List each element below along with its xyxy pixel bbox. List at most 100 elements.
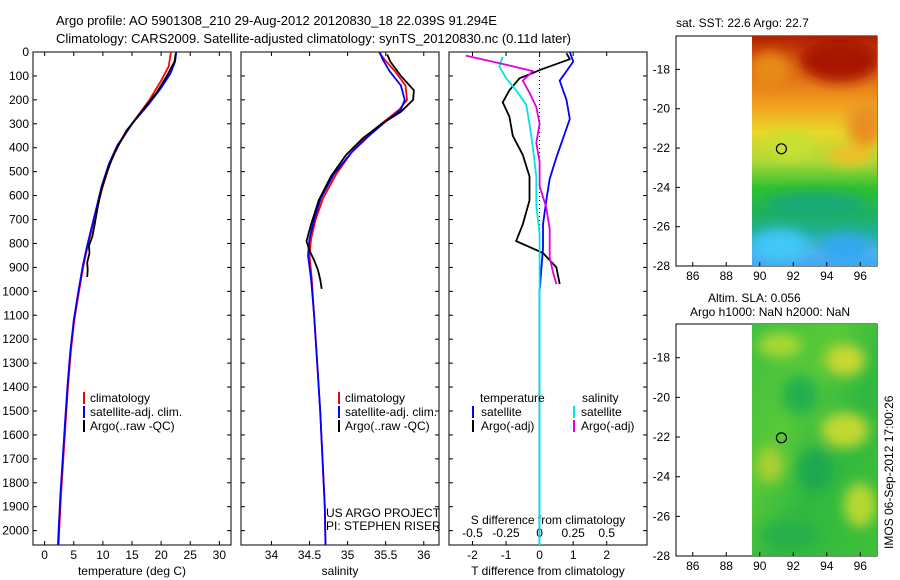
y-tick-label: 100	[9, 69, 29, 83]
sst-map-panel: sat. SST: 22.6 Argo: 22.7 86 88 90 92 94 96 -1…	[653, 16, 878, 283]
y-tick-label: 1500	[2, 404, 29, 418]
difference-axes-frame	[448, 51, 648, 546]
y-tick-label: -18	[653, 62, 671, 76]
x-top-tick-label: 0.5	[598, 526, 615, 540]
legend-argo-label: Argo(..raw -QC)	[345, 419, 430, 433]
x-tick-label: 92	[787, 269, 801, 283]
x-tick-label: 90	[753, 269, 767, 283]
x-top-tick-label: 0.25	[561, 526, 585, 540]
y-tick-label: -22	[653, 430, 671, 444]
y-tick-label: -26	[653, 220, 671, 234]
x-tick-label: 94	[820, 559, 834, 573]
x-tick-label: 88	[720, 559, 734, 573]
salinity-profile-panel: 34 34.5 35 35.5 36 salinity	[240, 51, 440, 578]
y-tick-label: 400	[9, 141, 29, 155]
temperature-profile-panel: 0 5 10 15 20 25 300100200300400500600700800900…	[2, 45, 232, 578]
x-tick-label: 10	[96, 548, 110, 562]
y-tick-label: 1100	[3, 308, 29, 322]
legend-climatology-label: climatology	[90, 391, 150, 405]
y-tick-label: -26	[653, 509, 671, 523]
series-line	[538, 51, 575, 545]
y-tick-label: 700	[9, 213, 29, 227]
x-tick-label: 90	[753, 559, 767, 573]
y-tick-label: 1400	[2, 380, 29, 394]
x-tick-label: 20	[154, 548, 168, 562]
series-line	[57, 51, 172, 546]
difference-legend: temperature salinity satellite Argo(-adj…	[472, 391, 634, 433]
y-tick-label: 800	[9, 236, 29, 250]
legend-temperature-title: temperature	[480, 391, 545, 405]
y-tick-label: 900	[9, 260, 29, 274]
project-name: US ARGO PROJECT	[326, 506, 441, 520]
series-line	[57, 51, 178, 546]
difference-profile-panel: -2 -1 0 1 2 T difference from climatology S di…	[448, 51, 648, 578]
sla-map-panel: Altim. SLA: 0.056 Argo h1000: NaN h2000:…	[653, 291, 878, 573]
y-tick-label: 1900	[2, 500, 29, 514]
temperature-legend: climatology satellite-adj. clim. Argo(..…	[83, 391, 182, 433]
y-tick-label: -18	[653, 351, 671, 365]
y-tick-label: 1600	[2, 428, 29, 442]
y-tick-label: -28	[653, 259, 671, 273]
x-tick-label: 1	[570, 548, 577, 562]
y-tick-label: 1200	[2, 332, 29, 346]
x-top-tick-label: -0.25	[492, 526, 520, 540]
legend-s-argo-label: Argo(-adj)	[581, 419, 634, 433]
sst-map-title: sat. SST: 22.6 Argo: 22.7	[676, 16, 809, 30]
x-axis-label: salinity	[322, 564, 359, 578]
sla-field	[752, 324, 877, 556]
legend-t-argo-label: Argo(-adj)	[481, 419, 534, 433]
y-tick-label: 1800	[2, 476, 29, 490]
x-tick-label: 0	[41, 548, 48, 562]
series-line	[308, 51, 408, 546]
x-tick-label: 94	[820, 269, 834, 283]
series-line	[307, 51, 406, 546]
sst-map-axes: 86 88 90 92 94 96 -18 -20 -22 -24 -26 -28	[653, 62, 868, 283]
y-tick-label: -20	[653, 390, 671, 404]
x-tick-label: 15	[125, 548, 139, 562]
x-top-tick-label: -0.5	[462, 526, 483, 540]
y-tick-label: -22	[653, 141, 671, 155]
x-axis-label: temperature (deg C)	[78, 564, 186, 578]
x-tick-label: 5	[70, 548, 77, 562]
legend-climatology-label: climatology	[345, 391, 405, 405]
sst-field	[752, 36, 877, 266]
series-line	[465, 54, 558, 285]
legend-salinity-title: salinity	[582, 391, 619, 405]
x-tick-label: 96	[854, 559, 868, 573]
y-tick-label: -24	[653, 180, 671, 194]
timestamp: IMOS 06-Sep-2012 17:00:26	[882, 395, 896, 549]
x-tick-label: 25	[184, 548, 198, 562]
legend-t-satellite-label: satellite	[481, 405, 522, 419]
y-tick-label: -24	[653, 470, 671, 484]
series-line	[86, 53, 177, 278]
x-tick-label: 35	[341, 548, 355, 562]
salinity-axes-frame	[240, 51, 440, 546]
y-tick-label: 0	[22, 45, 29, 59]
x-tick-label: 34	[265, 548, 279, 562]
x-tick-label: 86	[686, 269, 700, 283]
y-tick-label: 1300	[2, 356, 29, 370]
series-line	[305, 54, 415, 290]
x-tick-label: 88	[720, 269, 734, 283]
x-tick-label: 2	[603, 548, 610, 562]
y-tick-label: 2000	[2, 524, 29, 538]
x-tick-label: 34.5	[298, 548, 322, 562]
x-tick-label: 96	[854, 269, 868, 283]
y-tick-label: 1000	[2, 284, 29, 298]
x-tick-label: 92	[787, 559, 801, 573]
legend-satellite-label: satellite-adj. clim.	[90, 405, 182, 419]
y-tick-label: 600	[9, 189, 29, 203]
y-tick-label: 300	[9, 117, 29, 131]
x-tick-label: -2	[467, 548, 478, 562]
project-pi: PI: STEPHEN RISER	[326, 519, 441, 533]
series-line	[498, 56, 541, 545]
y-tick-label: 200	[9, 93, 29, 107]
title-line-1: Argo profile: AO 5901308_210 29-Aug-2012…	[56, 13, 497, 28]
y-tick-label: -20	[653, 102, 671, 116]
sla-map-subtitle: Argo h1000: NaN h2000: NaN	[690, 305, 850, 319]
title-line-2: Climatology: CARS2009. Satellite-adjuste…	[56, 31, 571, 46]
x-tick-label: -1	[501, 548, 512, 562]
sst-argo-marker	[775, 143, 788, 155]
legend-s-satellite-label: satellite	[581, 405, 622, 419]
x-axis-label: T difference from climatology	[471, 564, 625, 578]
